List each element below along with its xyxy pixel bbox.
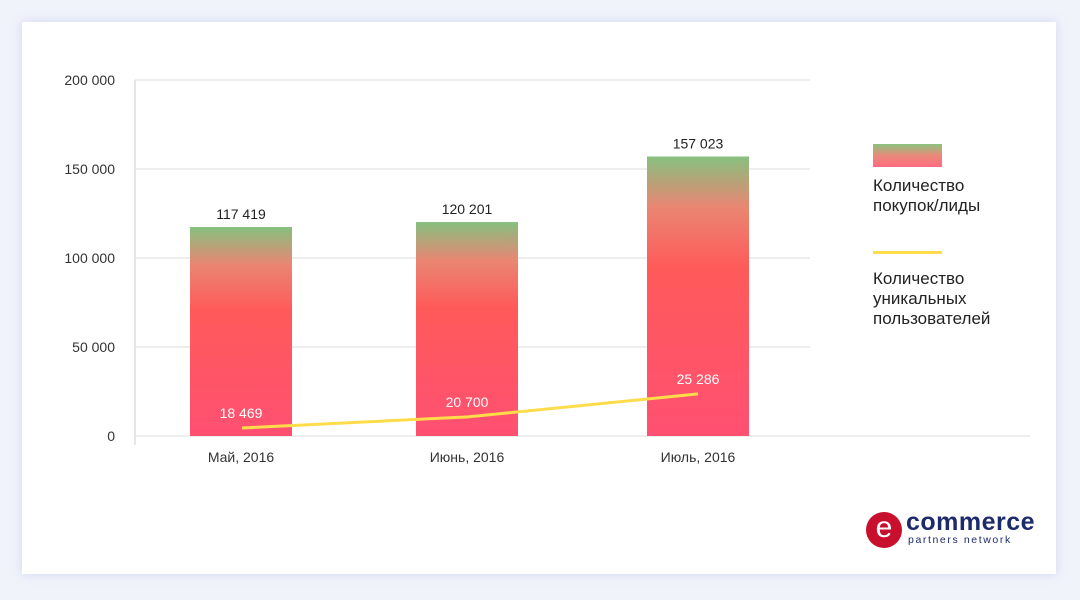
bar-value-label: 157 023 [673,135,724,151]
x-tick-label: Май, 2016 [208,449,275,465]
legend-bars-label: Количество покупок/лиды [873,176,981,215]
logo-e-icon: e [866,512,902,548]
logo-sub: partners network [908,534,1012,546]
x-tick-label: Июль, 2016 [661,449,736,465]
legend-bars-swatch [873,144,942,167]
y-tick-label: 100 000 [64,250,115,266]
bar [416,222,518,436]
legend-line-label: Количество уникальных пользователей [873,269,991,328]
bar [647,156,749,436]
y-tick-label: 50 000 [72,339,115,355]
line-value-label: 20 700 [446,394,489,410]
x-tick-label: Июнь, 2016 [430,449,505,465]
y-tick-label: 150 000 [64,161,115,177]
y-tick-label: 200 000 [64,72,115,88]
bar [190,226,292,436]
line-value-label: 18 469 [220,405,263,421]
y-tick-label: 0 [107,428,115,444]
logo-main: commerce [906,508,1036,536]
bar-value-label: 117 419 [216,206,266,222]
line-value-label: 25 286 [677,371,720,387]
legend-line-swatch [873,251,942,254]
users-line [241,392,699,430]
bar-value-label: 120 201 [442,201,493,217]
